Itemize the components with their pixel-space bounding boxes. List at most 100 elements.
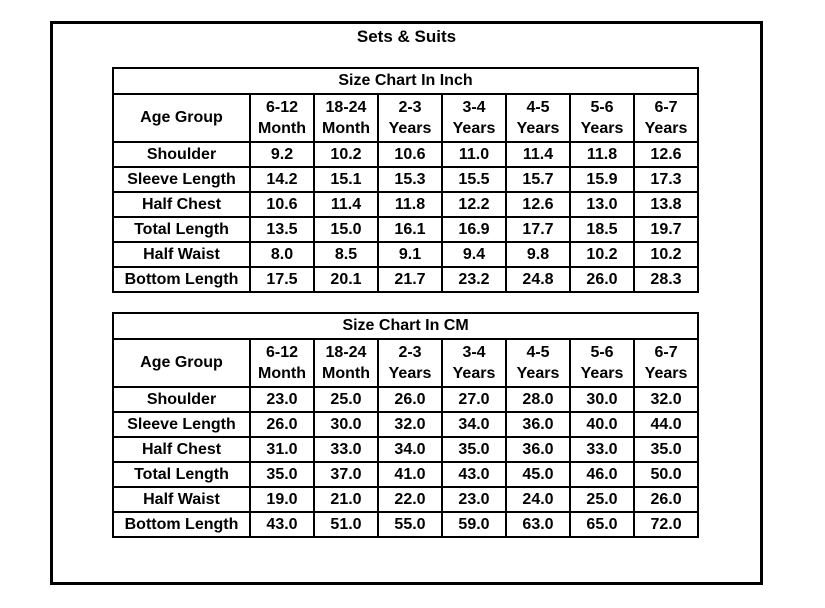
table-cell: 44.0: [632, 411, 700, 438]
table-cell: 11.8: [377, 191, 443, 218]
table-header-row: Age Group 6-12 Month 18-24 Month 2-3 Years 3-4 Y…: [112, 338, 700, 388]
table-cell: 55.0: [377, 511, 443, 538]
table-cell: 25.0: [313, 386, 379, 413]
row-label: Half Chest: [112, 436, 251, 463]
column-header: 18-24 Month: [313, 93, 379, 143]
table-cell: 43.0: [249, 511, 315, 538]
column-header-line1: 6-12: [265, 344, 299, 361]
row-label: Sleeve Length: [112, 166, 251, 193]
table-cell: 27.0: [441, 386, 507, 413]
table-row: Bottom Length 43.0 51.0 55.0 59.0 63.0 65.0 72.…: [112, 511, 700, 538]
table-cell: 11.4: [313, 191, 379, 218]
table-cell: 20.1: [313, 266, 379, 293]
table-cell: 15.3: [377, 166, 443, 193]
table-cell: 9.4: [441, 241, 507, 268]
age-group-header: Age Group: [112, 93, 251, 143]
table-cell: 8.5: [313, 241, 379, 268]
column-header: 5-6 Years: [569, 93, 635, 143]
table-cell: 41.0: [377, 461, 443, 488]
column-header-line2: Years: [516, 120, 560, 137]
table-cell: 50.0: [632, 461, 700, 488]
column-header: 4-5 Years: [505, 93, 571, 143]
column-header-line1: 18-24: [325, 99, 367, 116]
table-cell: 17.5: [249, 266, 315, 293]
column-header-line2: Month: [258, 365, 306, 382]
column-header-line2: Month: [322, 120, 370, 137]
table-cell: 10.6: [377, 141, 443, 168]
table-cell: 23.2: [441, 266, 507, 293]
table-header-row: Age Group 6-12 Month 18-24 Month 2-3 Years 3-4 Y…: [112, 93, 699, 143]
column-header-line1: 6-12: [265, 99, 299, 116]
table-cell: 32.0: [377, 411, 443, 438]
table-cell: 16.1: [377, 216, 443, 243]
table-cell: 28.0: [505, 386, 571, 413]
table-cell: 11.0: [441, 141, 507, 168]
table-cell: 24.0: [505, 486, 571, 513]
table-cell: 13.5: [249, 216, 315, 243]
column-header: 2-3 Years: [377, 338, 443, 388]
column-header-line1: 6-7: [654, 99, 678, 116]
column-header-line2: Years: [452, 120, 496, 137]
table-cell: 32.0: [632, 386, 700, 413]
table-cell: 72.0: [632, 511, 700, 538]
table-cell: 15.7: [505, 166, 571, 193]
size-chart-cm-table: Size Chart In CM Age Group 6-12 Month 18-24 M…: [111, 312, 700, 538]
table-cell: 59.0: [441, 511, 507, 538]
table-cell: 16.9: [441, 216, 507, 243]
table-cell: 26.0: [632, 486, 700, 513]
table-cell: 10.2: [569, 241, 635, 268]
table-caption-row: Size Chart In Inch: [112, 67, 699, 95]
column-header-line1: 18-24: [325, 344, 367, 361]
age-group-header: Age Group: [112, 338, 251, 388]
table-cell: 43.0: [441, 461, 507, 488]
row-label: Half Waist: [112, 241, 251, 268]
table-cell: 12.2: [441, 191, 507, 218]
table-cell: 11.8: [569, 141, 635, 168]
column-header: 5-6 Years: [569, 338, 635, 388]
row-label: Shoulder: [112, 386, 251, 413]
table-cell: 15.9: [569, 166, 635, 193]
table-cell: 9.8: [505, 241, 571, 268]
table-cell: 36.0: [505, 411, 571, 438]
table-row: Half Waist 19.0 21.0 22.0 23.0 24.0 25.0 26.0: [112, 486, 700, 513]
table-cell: 34.0: [441, 411, 507, 438]
table-cell: 17.7: [505, 216, 571, 243]
table-cell: 15.5: [441, 166, 507, 193]
table-cell: 30.0: [569, 386, 635, 413]
table-row: Sleeve Length 14.2 15.1 15.3 15.5 15.7 15.9 17.…: [112, 166, 699, 193]
table-cell: 12.6: [633, 141, 699, 168]
table-cell: 35.0: [249, 461, 315, 488]
table-cell: 34.0: [377, 436, 443, 463]
table-row: Total Length 13.5 15.0 16.1 16.9 17.7 18.5 19.7: [112, 216, 699, 243]
table-cell: 17.3: [633, 166, 699, 193]
table-row: Half Waist 8.0 8.5 9.1 9.4 9.8 10.2 10.2: [112, 241, 699, 268]
table-cell: 33.0: [313, 436, 379, 463]
table-cell: 21.0: [313, 486, 379, 513]
page-border: Sets & Suits Size Chart In Inch Age Group…: [50, 21, 763, 585]
size-chart-inch-table: Size Chart In Inch Age Group 6-12 Month 18-2…: [112, 67, 699, 293]
table-caption-row: Size Chart In CM: [111, 312, 700, 340]
column-header-line1: 3-4: [462, 99, 486, 116]
row-label: Sleeve Length: [112, 411, 251, 438]
table-cell: 9.1: [377, 241, 443, 268]
row-label: Total Length: [112, 461, 251, 488]
column-header: 6-12 Month: [249, 338, 315, 388]
table-cell: 23.0: [441, 486, 507, 513]
table-cell: 10.2: [313, 141, 379, 168]
column-header-line2: Years: [580, 365, 624, 382]
table-cell: 23.0: [249, 386, 315, 413]
column-header: 6-7 Years: [633, 93, 699, 143]
table-cell: 35.0: [632, 436, 700, 463]
table-caption: Size Chart In Inch: [112, 67, 699, 95]
table-cell: 18.5: [569, 216, 635, 243]
table-cell: 28.3: [633, 266, 699, 293]
table-cell: 22.0: [377, 486, 443, 513]
table-cell: 40.0: [569, 411, 635, 438]
row-label: Half Chest: [112, 191, 251, 218]
table-cell: 35.0: [441, 436, 507, 463]
column-header-line2: Years: [388, 120, 432, 137]
column-header-line2: Years: [516, 365, 560, 382]
column-header-line2: Years: [388, 365, 432, 382]
table-row: Bottom Length 17.5 20.1 21.7 23.2 24.8 26.0 28.…: [112, 266, 699, 293]
column-header: 6-7 Years: [632, 338, 700, 388]
